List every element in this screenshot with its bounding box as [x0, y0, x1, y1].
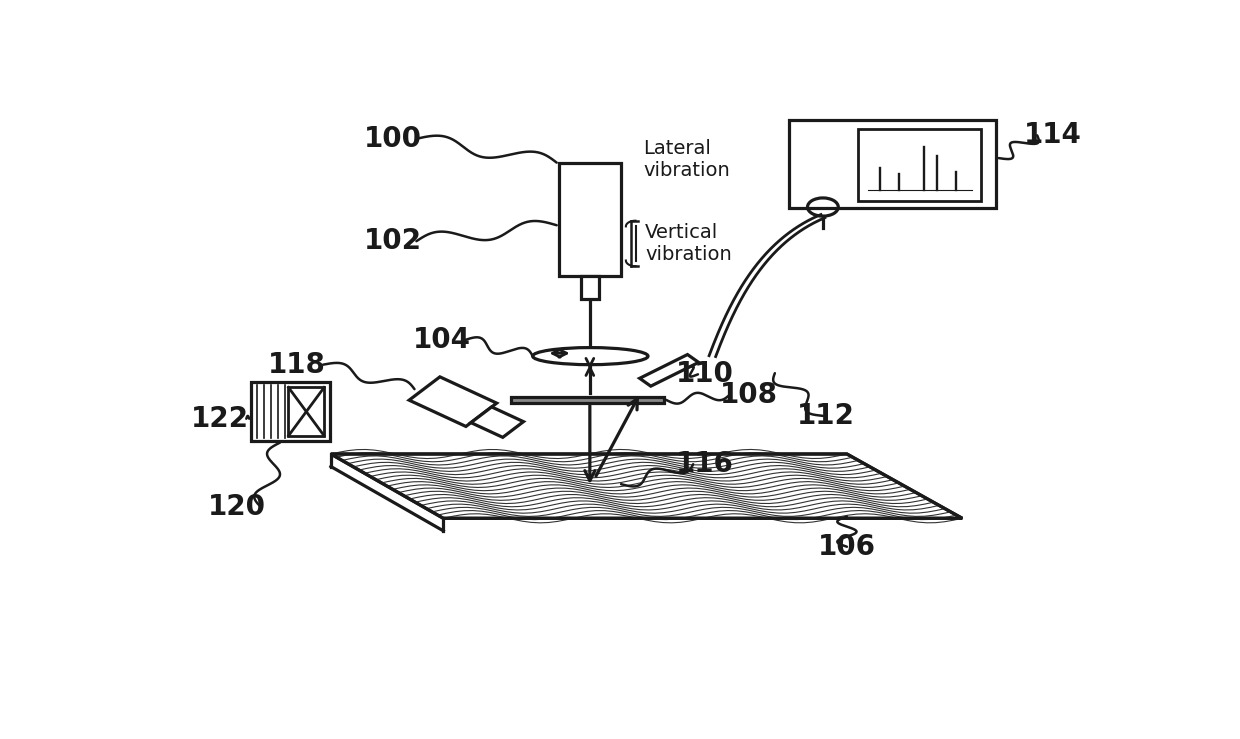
Polygon shape [471, 407, 523, 437]
Text: 116: 116 [676, 450, 734, 478]
Text: 122: 122 [191, 405, 249, 433]
Bar [858, 129, 982, 201]
Bar [289, 387, 324, 436]
Text: 118: 118 [268, 351, 326, 378]
Text: 114: 114 [1024, 121, 1081, 149]
Bar [558, 163, 621, 276]
Bar [511, 397, 665, 403]
Ellipse shape [533, 347, 649, 364]
Polygon shape [640, 355, 698, 386]
Text: 102: 102 [365, 227, 423, 255]
Text: 120: 120 [207, 493, 265, 521]
Text: 110: 110 [676, 361, 734, 388]
Bar [582, 276, 599, 299]
Text: 106: 106 [818, 533, 875, 561]
Text: 108: 108 [720, 381, 777, 409]
Bar [789, 120, 996, 208]
Polygon shape [331, 454, 962, 518]
Bar [250, 382, 330, 441]
Text: 104: 104 [413, 326, 470, 354]
Text: 112: 112 [797, 402, 854, 430]
Text: Lateral
vibration: Lateral vibration [644, 140, 730, 180]
Polygon shape [409, 377, 497, 426]
Text: Vertical
vibration: Vertical vibration [645, 223, 732, 264]
Text: 100: 100 [365, 125, 423, 153]
